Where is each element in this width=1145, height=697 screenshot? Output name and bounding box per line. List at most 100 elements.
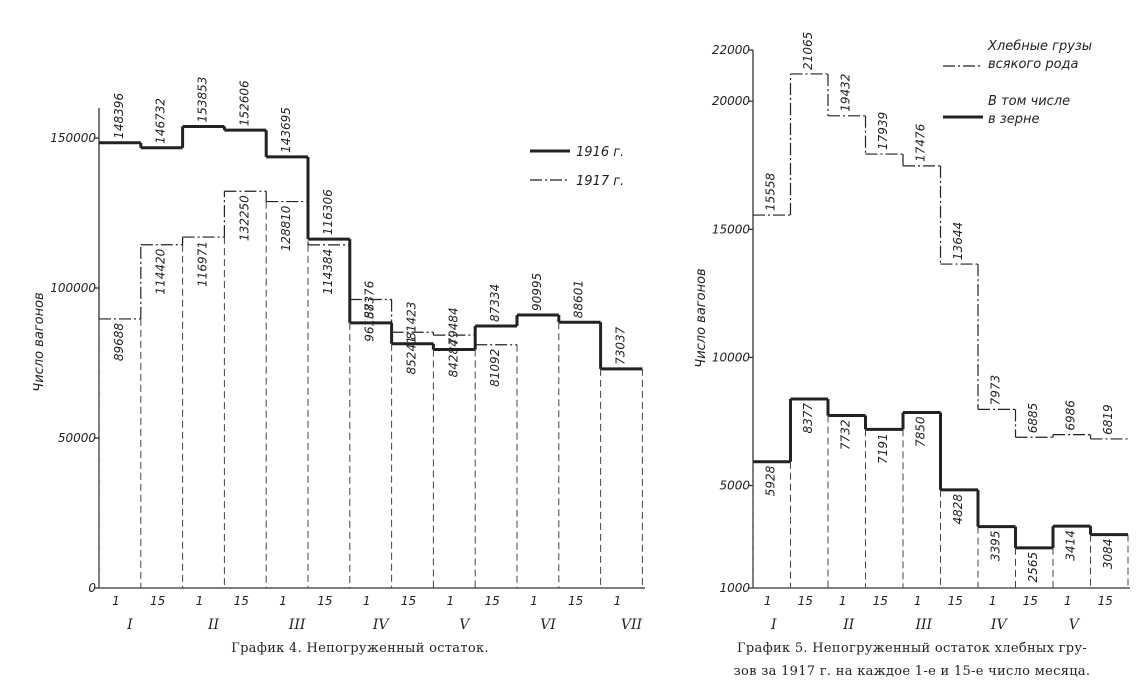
chart4-x-day-label: 15: [484, 594, 499, 608]
chart4-series-1-value-label: 143695: [279, 107, 293, 153]
chart4-series-1-value-label: 90995: [530, 273, 544, 311]
chart4-x-day-label: 15: [234, 594, 249, 608]
chart4-y-tick-label: 50000: [58, 431, 97, 445]
chart4-series-2-value-label: 89688: [112, 323, 126, 362]
chart4-series-2-value-label: 132250: [237, 195, 251, 241]
chart5-series-1-value-label: 17476: [914, 123, 928, 162]
chart5-caption-line1: График 5. Непогруженный остаток хлебных …: [737, 641, 1087, 656]
chart5-series-2-value-label: 7850: [914, 416, 928, 447]
chart5-y-tick-label: 5000: [719, 479, 750, 493]
chart5-x-day-label: 15: [798, 594, 813, 608]
chart4-x-day-label: 15: [401, 594, 416, 608]
legend-all-grain-line1: Хлебные грузы: [987, 39, 1092, 54]
chart5-series-2-value-label: 3414: [1064, 530, 1078, 561]
chart4-series-1-value-label: 88376: [363, 280, 377, 319]
chart5-y-tick-label: 10000: [712, 350, 751, 364]
chart5-x-day-label: 1: [914, 594, 922, 608]
chart5-series-1-value-label: 19432: [839, 74, 853, 112]
chart4-y-tick-label: 150000: [50, 131, 96, 145]
chart5-month-label: III: [914, 617, 932, 633]
chart4-x-day-label: 1: [196, 594, 204, 608]
chart5-x-day-label: 1: [839, 594, 847, 608]
chart4-series-1-value-label: 116306: [321, 189, 335, 235]
chart4-y-tick-label: 100000: [50, 281, 96, 295]
chart4-x-day-label: 1: [614, 594, 622, 608]
chart4-x-day-label: 1: [279, 594, 287, 608]
chart4-x-day-label: 1: [446, 594, 454, 608]
chart4-x-day-label: 1: [363, 594, 371, 608]
chart4-month-label: III: [288, 617, 306, 633]
chart5-x-day-label: 15: [1023, 594, 1038, 608]
chart4-x-day-label: 15: [568, 594, 583, 608]
chart5-caption-line2: зов за 1917 г. на каждое 1-е и 15-е числ…: [734, 664, 1091, 679]
chart5-series-1-value-label: 6885: [1026, 403, 1040, 434]
chart4-y-axis-label: Число вагонов: [32, 292, 47, 391]
chart5-series-2-value-label: 3084: [1101, 539, 1115, 570]
chart4-x-day-label: 1: [112, 594, 120, 608]
chart4-series-1-value-label: 146732: [154, 98, 168, 144]
chart4-x-day-label: 15: [150, 594, 165, 608]
legend-1917-label: 1917 г.: [576, 174, 624, 189]
legend-all-grain-line2: всякого рода: [988, 57, 1079, 72]
chart5-x-day-label: 1: [989, 594, 997, 608]
chart5-series-2-value-label: 8377: [801, 403, 815, 434]
chart5-x-day-label: 15: [873, 594, 888, 608]
chart4-series-1-value-label: 81423: [405, 302, 419, 340]
chart5-y-tick-label: 22000: [712, 43, 751, 57]
chart5-series-1-value-label: 7973: [989, 375, 1003, 406]
chart4-series-2-value-label: 114384: [321, 249, 335, 295]
chart5-x-day-label: 1: [764, 594, 772, 608]
chart5-series-1-value-label: 6986: [1064, 400, 1078, 431]
chart4-series-1-value-label: 88601: [572, 280, 586, 318]
chart5-series-2-value-label: 7191: [876, 433, 890, 464]
chart4-month-label: II: [207, 617, 220, 633]
chart4-month-label: VII: [621, 617, 643, 633]
chart5-series-2-value-label: 3395: [989, 531, 1003, 562]
chart5-series-2-value-label: 2565: [1026, 552, 1040, 583]
chart4-series-2-value-label: 84284: [446, 339, 460, 377]
chart4-legend: 1916 г. 1917 г.: [530, 145, 624, 189]
chart4-series-2-value-label: 116971: [196, 241, 210, 287]
chart5-series-1-value-label: 21065: [801, 32, 815, 70]
chart4-series-2-value-label: 85241: [405, 336, 419, 374]
chart5-x-day-label: 15: [1098, 594, 1113, 608]
chart5-y-axis-label: Число вагонов: [694, 268, 709, 367]
legend-grain-line1: В том числе: [988, 94, 1070, 109]
chart5-month-label: I: [770, 617, 777, 633]
chart4-y-tick-label: 0: [88, 581, 96, 595]
chart4-x-day-label: 15: [317, 594, 332, 608]
chart5-series-1-value-label: 13644: [951, 222, 965, 260]
chart4-month-label: VI: [540, 617, 556, 633]
chart4-series-2-value-label: 81092: [488, 349, 502, 387]
chart4-month-label: V: [459, 617, 471, 633]
chart5-month-label: V: [1069, 617, 1081, 633]
chart5-y-tick-label: 20000: [712, 94, 751, 108]
chart4-series-2-value-label: 128810: [279, 205, 293, 251]
chart4-month-label: IV: [372, 617, 391, 633]
chart4-series-2-value-label: 114420: [154, 248, 168, 294]
chart5-series-2-value-label: 5928: [764, 465, 778, 496]
chart5-y-tick-label: 1000: [719, 581, 750, 595]
chart4-series-1-value-label: 73037: [614, 326, 628, 365]
chart5-month-label: IV: [990, 617, 1009, 633]
chart5-x-day-label: 15: [948, 594, 963, 608]
chart5-legend: Хлебные грузы всякого рода В том числе в…: [943, 39, 1092, 127]
chart4-month-label: I: [126, 617, 133, 633]
chart5-x-day-label: 1: [1064, 594, 1072, 608]
chart4-series-1-value-label: 79484: [446, 307, 460, 345]
chart4-x-day-label: 1: [530, 594, 538, 608]
chart5-month-label: II: [842, 617, 855, 633]
chart4-series-1-value-label: 148396: [112, 93, 126, 139]
chart4-series-1-value-label: 87334: [488, 284, 502, 322]
chart4-series-2-value-label: 96157: [363, 303, 377, 342]
chart4-caption: График 4. Непогруженный остаток.: [231, 641, 489, 656]
chart5-series-1-value-label: 17939: [876, 112, 890, 150]
legend-grain-line2: в зерне: [988, 112, 1039, 127]
chart5-series-2-value-label: 4828: [951, 494, 965, 525]
chart4-series-1-value-label: 152606: [237, 80, 251, 126]
chart4-series-1-value-label: 153853: [196, 77, 210, 123]
legend-1916-label: 1916 г.: [576, 145, 624, 160]
